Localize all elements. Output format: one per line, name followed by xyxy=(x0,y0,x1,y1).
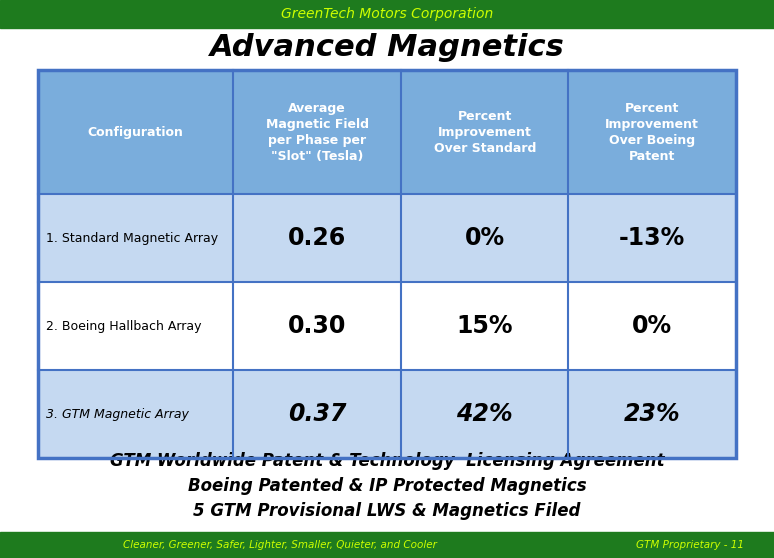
Text: GTM Worldwide Patent & Technology  Licensing Agreement
Boeing Patented & IP Prot: GTM Worldwide Patent & Technology Licens… xyxy=(110,452,664,520)
Text: 2. Boeing Hallbach Array: 2. Boeing Hallbach Array xyxy=(46,320,201,333)
Text: 0%: 0% xyxy=(464,226,505,250)
Text: 42%: 42% xyxy=(457,402,513,426)
Text: 0%: 0% xyxy=(632,314,673,338)
Bar xyxy=(38,282,736,370)
Text: Average
Magnetic Field
per Phase per
"Slot" (Tesla): Average Magnetic Field per Phase per "Sl… xyxy=(265,102,368,162)
Text: Advanced Magnetics: Advanced Magnetics xyxy=(210,33,564,62)
Text: 0.30: 0.30 xyxy=(288,314,347,338)
Text: Percent
Improvement
Over Boeing
Patent: Percent Improvement Over Boeing Patent xyxy=(605,102,699,162)
Text: GreenTech Motors Corporation: GreenTech Motors Corporation xyxy=(281,7,493,21)
Text: Cleaner, Greener, Safer, Lighter, Smaller, Quieter, and Cooler: Cleaner, Greener, Safer, Lighter, Smalle… xyxy=(123,540,437,550)
Text: 15%: 15% xyxy=(457,314,513,338)
Text: -13%: -13% xyxy=(619,226,685,250)
Text: Percent
Improvement
Over Standard: Percent Improvement Over Standard xyxy=(433,109,536,155)
Text: 3. GTM Magnetic Array: 3. GTM Magnetic Array xyxy=(46,407,189,421)
Text: Configuration: Configuration xyxy=(87,126,183,138)
Text: 1. Standard Magnetic Array: 1. Standard Magnetic Array xyxy=(46,232,218,244)
Bar xyxy=(0,0,774,28)
Text: GTM Proprietary - 11: GTM Proprietary - 11 xyxy=(636,540,744,550)
Text: 0.26: 0.26 xyxy=(288,226,346,250)
Bar xyxy=(38,370,736,458)
Bar xyxy=(0,532,774,558)
Bar xyxy=(38,70,736,194)
Bar xyxy=(38,194,736,282)
Bar xyxy=(38,70,736,458)
Text: 23%: 23% xyxy=(624,402,680,426)
Text: 0.37: 0.37 xyxy=(288,402,347,426)
